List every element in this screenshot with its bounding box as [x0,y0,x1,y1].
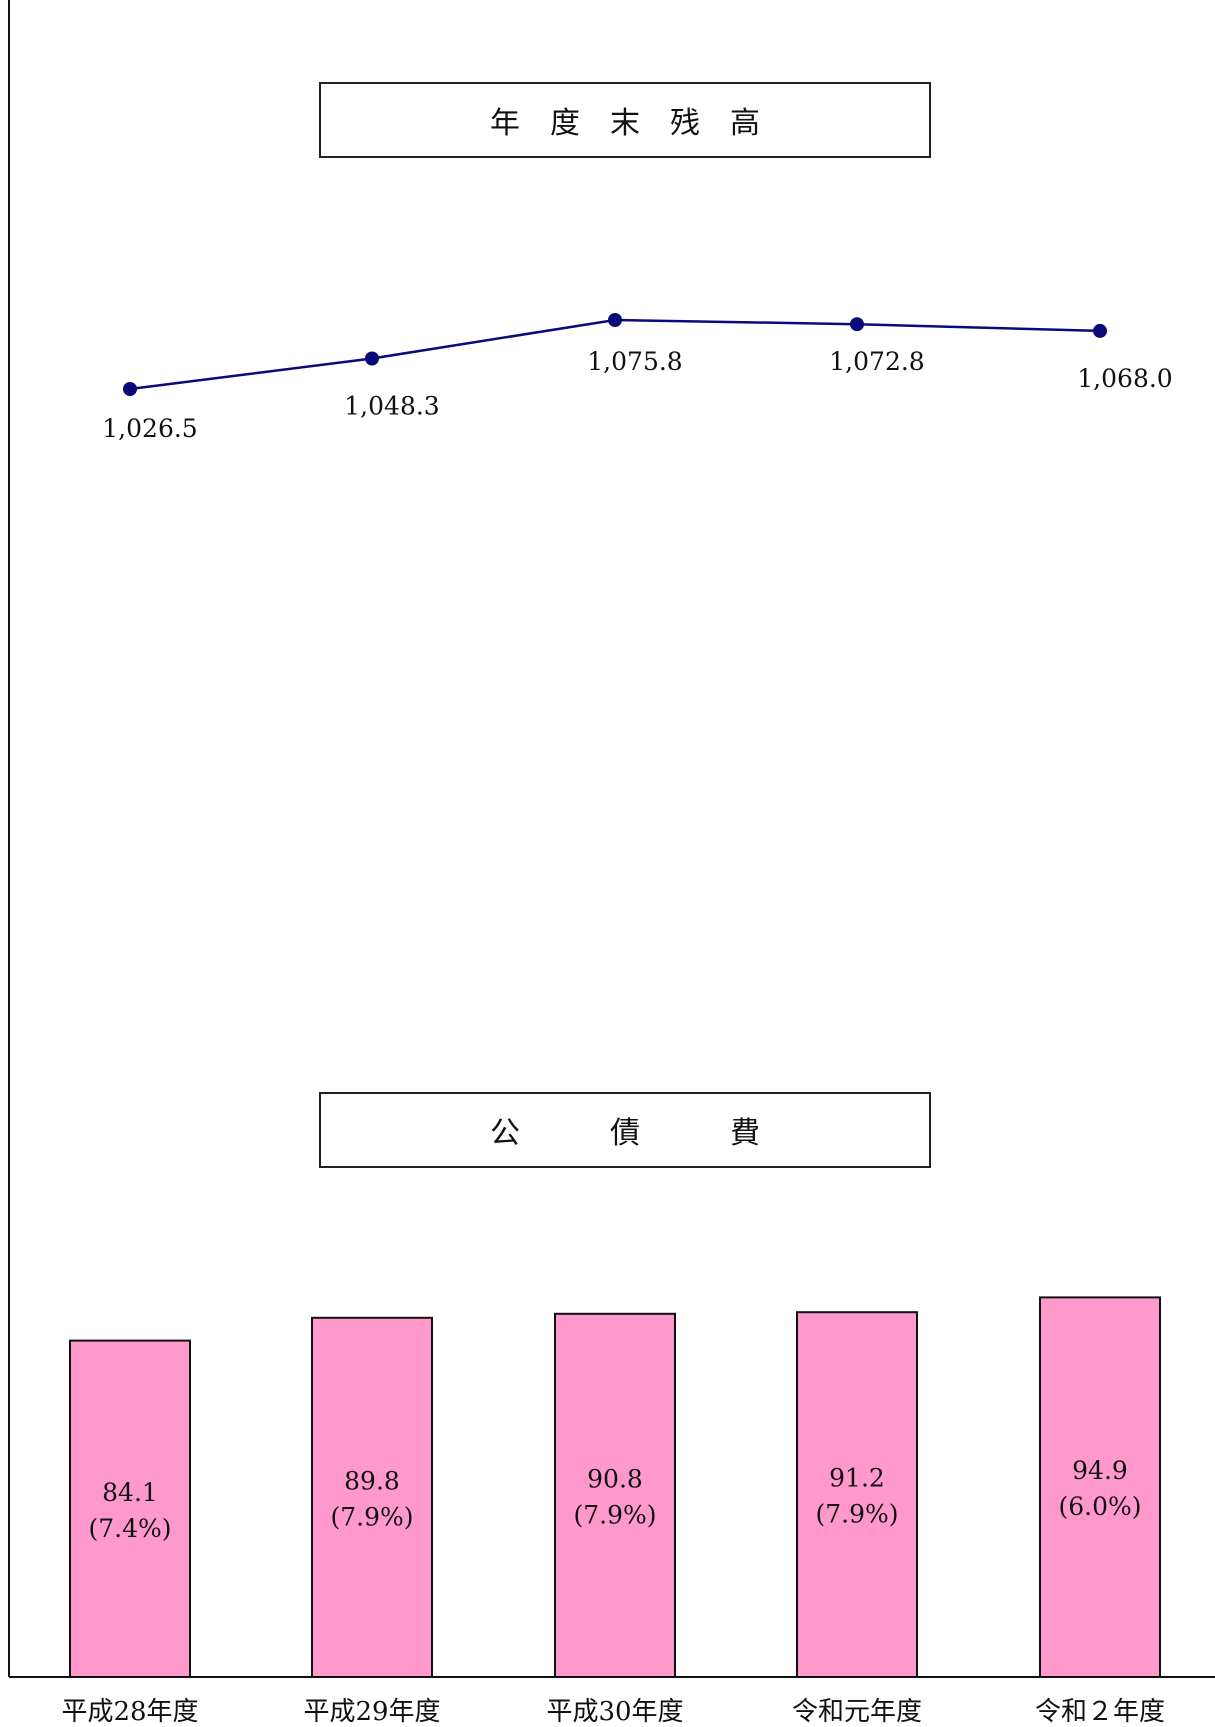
line-chart-title-text: 年 度 末 残 高 [490,106,760,141]
bar-4 [1039,1296,1161,1679]
bar-value-label-2: 90.8 [587,1464,643,1493]
bar-percent-label-0: (7.4%) [88,1514,171,1543]
line-point-4 [1093,323,1107,338]
bar-percent-label-4: (6.0%) [1058,1492,1141,1521]
line-point-3 [850,317,864,332]
bar-percent-label-2: (7.9%) [573,1500,656,1529]
line-value-label-2: 1,075.8 [587,347,682,376]
bar-value-label-1: 89.8 [344,1466,400,1495]
bar-percent-label-1: (7.9%) [330,1502,413,1531]
bar-2 [554,1312,676,1679]
bar-1 [311,1316,433,1679]
line-point-2 [608,313,622,327]
line-point-1 [365,351,379,366]
bar-0 [69,1339,191,1678]
x-tick-label-0: 平成28年度 [61,1697,198,1727]
x-tick-label-3: 令和元年度 [792,1697,922,1727]
line-value-label-1: 1,048.3 [344,391,439,420]
line-value-label-3: 1,072.8 [829,347,924,376]
line-value-label-0: 1,026.5 [102,414,197,443]
bar-value-label-0: 84.1 [102,1478,158,1507]
bar-chart-title: 公 債 費 [319,1092,931,1168]
line-chart-title: 年 度 末 残 高 [319,82,931,158]
bar-percent-label-3: (7.9%) [815,1500,898,1529]
bar-chart-title-text: 公 債 費 [490,1116,760,1151]
line-value-label-4: 1,068.0 [1077,364,1172,393]
x-tick-label-4: 令和２年度 [1035,1697,1165,1727]
bar-3 [796,1311,918,1678]
x-tick-label-2: 平成30年度 [546,1697,683,1727]
line-point-0 [123,382,137,396]
x-tick-label-1: 平成29年度 [303,1697,440,1727]
bar-value-label-3: 91.2 [829,1464,885,1493]
bar-value-label-4: 94.9 [1072,1456,1128,1485]
